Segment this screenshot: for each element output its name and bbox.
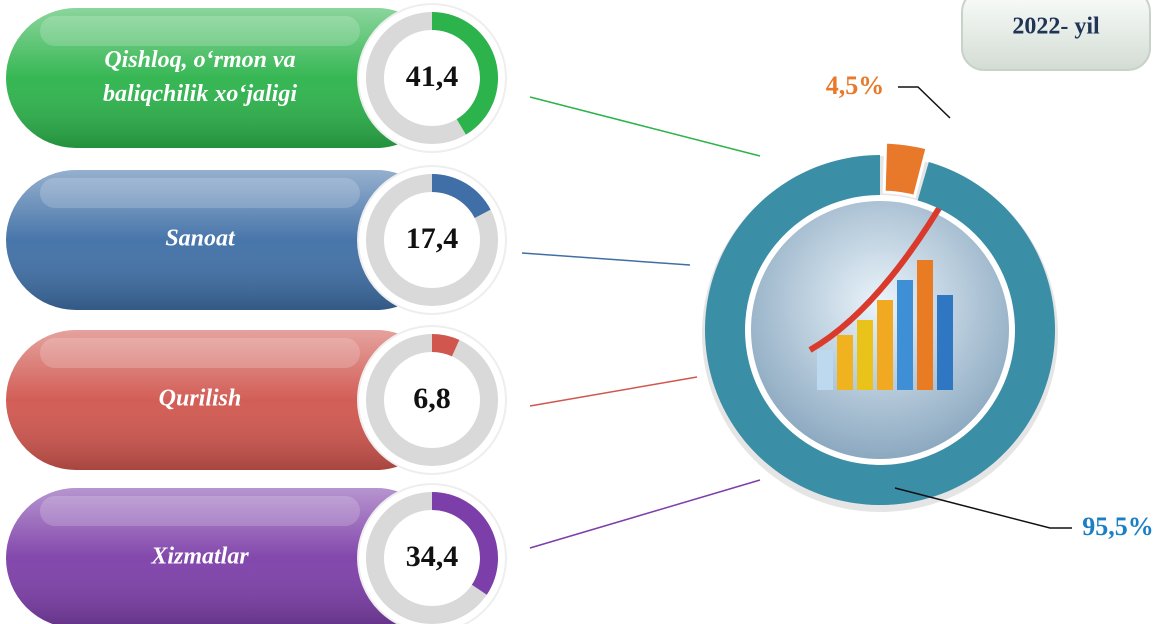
leader bbox=[898, 86, 951, 119]
sector-item: Xizmatlar 34,4 bbox=[6, 479, 761, 624]
sector-item: Qishloq, o‘rmon va baliqchilik xo‘jaligi 4… bbox=[6, 3, 761, 157]
gauge-inner bbox=[388, 356, 476, 444]
leader bbox=[894, 487, 1072, 529]
decor-bar bbox=[837, 335, 853, 390]
value-label: 4,5% bbox=[826, 71, 885, 100]
chart-title: 2022- yil bbox=[1012, 14, 1100, 40]
pill-shine bbox=[40, 338, 360, 368]
pill-shine bbox=[40, 178, 360, 208]
gauge-value: 41,4 bbox=[406, 60, 459, 93]
pill-shine bbox=[40, 496, 360, 526]
connector bbox=[521, 252, 691, 266]
decor-bar bbox=[937, 295, 953, 390]
sector-label: Xizmatlar bbox=[150, 544, 249, 570]
title-box bbox=[961, 0, 1151, 71]
decor-arrow bbox=[808, 188, 953, 353]
connector bbox=[529, 96, 761, 157]
decor-bar bbox=[917, 260, 933, 390]
pill-shine bbox=[40, 16, 360, 46]
sector-item: Sanoat 17,4 bbox=[6, 165, 691, 315]
sector-label: Sanoat bbox=[165, 226, 236, 252]
sector-label: Qurilish bbox=[159, 386, 242, 412]
decor-bar bbox=[877, 300, 893, 390]
pill-gloss bbox=[6, 8, 446, 148]
gauge-arc bbox=[432, 492, 499, 595]
pill-gloss bbox=[6, 330, 446, 470]
donut-segment bbox=[882, 140, 929, 199]
decor-bar bbox=[857, 320, 873, 390]
gauge-arc bbox=[432, 334, 460, 357]
connector bbox=[529, 479, 761, 549]
sector-label: Qishloq, o‘rmon va baliqchilik xo‘jaligi bbox=[103, 47, 297, 107]
pill-gloss bbox=[6, 488, 446, 624]
decor-bar bbox=[817, 350, 833, 390]
decor-bar bbox=[897, 280, 913, 390]
gauge-inner bbox=[388, 196, 476, 284]
sector-list: Qishloq, o‘rmon va baliqchilik xo‘jaligi 4… bbox=[6, 3, 761, 624]
gauge-inner bbox=[388, 34, 476, 122]
pill-gloss bbox=[6, 170, 446, 310]
gauge-value: 6,8 bbox=[413, 382, 451, 415]
gauge-arc bbox=[432, 174, 491, 218]
sector-item: Qurilish 6,8 bbox=[6, 325, 698, 475]
gauge-inner bbox=[388, 514, 476, 602]
donut-chart: 2022- yil 4,5% 95,5% bbox=[702, 0, 1154, 541]
connector bbox=[529, 376, 698, 407]
value-label: 95,5% bbox=[1082, 512, 1154, 541]
gauge-value: 34,4 bbox=[406, 540, 459, 573]
gauge-arc bbox=[432, 12, 498, 135]
gauge-value: 17,4 bbox=[406, 222, 459, 255]
